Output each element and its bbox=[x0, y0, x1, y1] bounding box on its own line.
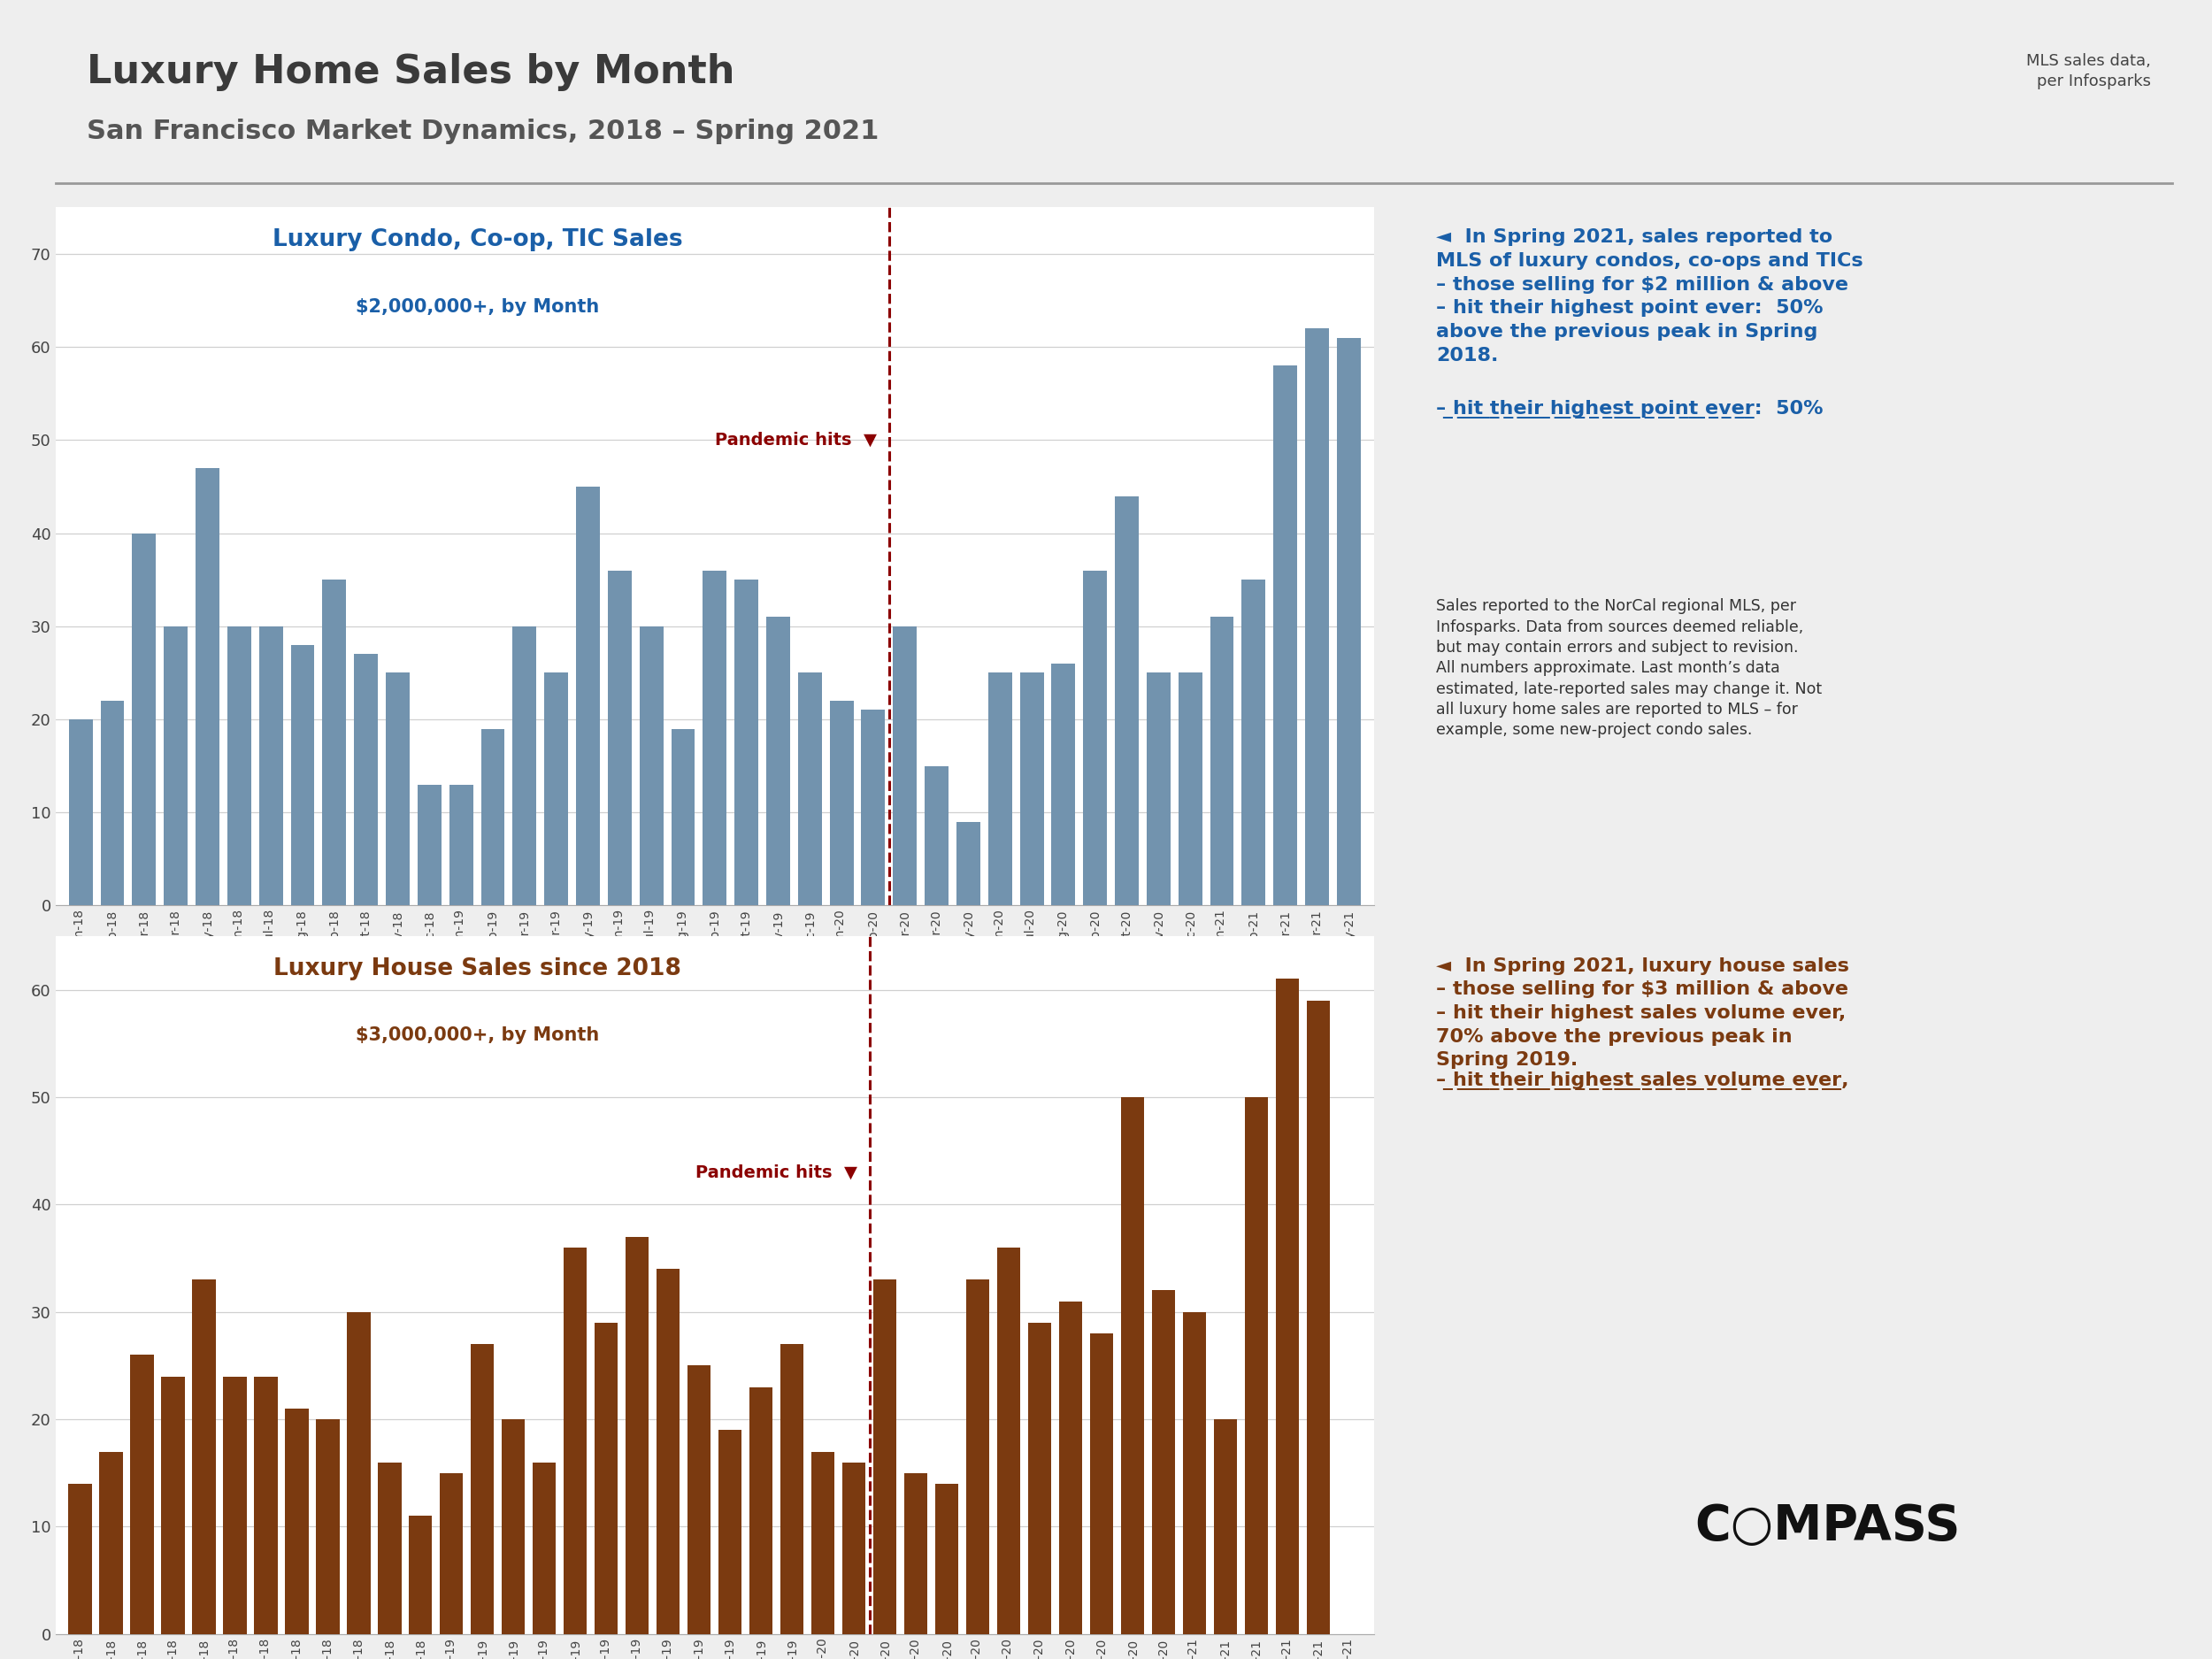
Bar bbox=[1020, 674, 1044, 906]
Text: Luxury Home Sales by Month: Luxury Home Sales by Month bbox=[86, 53, 734, 91]
Bar bbox=[409, 1516, 431, 1634]
Bar bbox=[228, 625, 252, 906]
Bar bbox=[608, 571, 630, 906]
Bar bbox=[100, 700, 124, 906]
Bar bbox=[131, 1355, 153, 1634]
Bar bbox=[1152, 1291, 1175, 1634]
Bar bbox=[734, 579, 759, 906]
Bar bbox=[164, 625, 188, 906]
Bar bbox=[956, 821, 980, 906]
Text: Luxury Condo, Co-op, TIC Sales: Luxury Condo, Co-op, TIC Sales bbox=[272, 229, 684, 252]
Bar bbox=[69, 720, 93, 906]
Bar bbox=[998, 1248, 1020, 1634]
Bar bbox=[513, 625, 535, 906]
Bar bbox=[967, 1279, 989, 1634]
Bar bbox=[626, 1236, 648, 1634]
Bar bbox=[989, 674, 1011, 906]
Bar bbox=[1115, 496, 1139, 906]
Bar bbox=[812, 1452, 834, 1634]
Bar bbox=[1146, 674, 1170, 906]
Bar bbox=[195, 468, 219, 906]
Bar bbox=[290, 645, 314, 906]
Text: MLS sales data,
per Infosparks: MLS sales data, per Infosparks bbox=[2026, 53, 2150, 90]
Bar bbox=[843, 1462, 865, 1634]
Bar bbox=[874, 1279, 896, 1634]
Bar bbox=[378, 1462, 400, 1634]
Bar bbox=[1060, 1301, 1082, 1634]
Bar bbox=[1121, 1097, 1144, 1634]
Bar bbox=[161, 1377, 184, 1634]
Bar bbox=[830, 700, 854, 906]
Bar bbox=[719, 1430, 741, 1634]
Bar bbox=[670, 728, 695, 906]
Bar bbox=[639, 625, 664, 906]
Bar bbox=[1276, 979, 1298, 1634]
Bar bbox=[575, 486, 599, 906]
Bar bbox=[688, 1365, 710, 1634]
Bar bbox=[1210, 617, 1234, 906]
Bar bbox=[347, 1312, 369, 1634]
Bar bbox=[1274, 365, 1296, 906]
Bar bbox=[657, 1269, 679, 1634]
Bar bbox=[1241, 579, 1265, 906]
Bar bbox=[905, 1473, 927, 1634]
Bar bbox=[703, 571, 726, 906]
Text: ◄  In Spring 2021, luxury house sales
– those selling for $3 million & above
– h: ◄ In Spring 2021, luxury house sales – t… bbox=[1436, 957, 1849, 1070]
Bar bbox=[100, 1452, 122, 1634]
Bar bbox=[385, 674, 409, 906]
Bar bbox=[316, 1420, 338, 1634]
Text: Pandemic hits  ▼: Pandemic hits ▼ bbox=[695, 1165, 856, 1181]
Bar bbox=[1245, 1097, 1267, 1634]
Text: C○MPASS: C○MPASS bbox=[1694, 1503, 1960, 1551]
Bar bbox=[418, 785, 440, 906]
Bar bbox=[564, 1248, 586, 1634]
Bar bbox=[502, 1420, 524, 1634]
Bar bbox=[750, 1387, 772, 1634]
Bar bbox=[449, 785, 473, 906]
Bar bbox=[894, 625, 916, 906]
Bar bbox=[192, 1279, 215, 1634]
Bar bbox=[69, 1483, 91, 1634]
Bar bbox=[1214, 1420, 1237, 1634]
Bar bbox=[254, 1377, 276, 1634]
Bar bbox=[259, 625, 283, 906]
Text: ◄  In Spring 2021, sales reported to
MLS of luxury condos, co-ops and TICs
– tho: ◄ In Spring 2021, sales reported to MLS … bbox=[1436, 229, 1863, 365]
Bar bbox=[533, 1462, 555, 1634]
Bar bbox=[285, 1408, 307, 1634]
Bar bbox=[223, 1377, 246, 1634]
Text: Luxury House Sales since 2018: Luxury House Sales since 2018 bbox=[274, 957, 681, 980]
Text: $3,000,000+, by Month: $3,000,000+, by Month bbox=[356, 1027, 599, 1045]
Text: – ̲h̲i̲t̲ ̲t̲h̲e̲i̲r̲ ̲h̲i̲g̲h̲e̲s̲t̲ ̲s̲a̲l̲e̲s̲ ̲v̲o̲l̲u̲m̲e̲ ̲e̲v̲e̲r̲,: – ̲h̲i̲t̲ ̲t̲h̲e̲i̲r̲ ̲h̲i̲g̲h̲e̲s̲t̲ ̲s… bbox=[1436, 1072, 1849, 1090]
Bar bbox=[860, 710, 885, 906]
Text: Pandemic hits  ▼: Pandemic hits ▼ bbox=[714, 431, 876, 448]
Bar bbox=[544, 674, 568, 906]
Bar bbox=[1084, 571, 1106, 906]
Bar bbox=[1307, 1000, 1329, 1634]
Bar bbox=[1336, 338, 1360, 906]
Bar bbox=[1091, 1334, 1113, 1634]
Bar bbox=[133, 533, 157, 906]
Bar bbox=[471, 1344, 493, 1634]
Bar bbox=[1305, 328, 1329, 906]
Bar bbox=[1183, 1312, 1206, 1634]
Bar bbox=[440, 1473, 462, 1634]
Bar bbox=[323, 579, 345, 906]
Bar bbox=[1029, 1322, 1051, 1634]
Bar bbox=[936, 1483, 958, 1634]
Bar bbox=[480, 728, 504, 906]
Bar bbox=[354, 654, 378, 906]
Bar bbox=[1179, 674, 1201, 906]
Bar bbox=[595, 1322, 617, 1634]
Bar bbox=[1051, 664, 1075, 906]
Bar bbox=[781, 1344, 803, 1634]
Bar bbox=[925, 766, 949, 906]
Text: San Francisco Market Dynamics, 2018 – Spring 2021: San Francisco Market Dynamics, 2018 – Sp… bbox=[86, 118, 880, 144]
Bar bbox=[765, 617, 790, 906]
Text: $2,000,000+, by Month: $2,000,000+, by Month bbox=[356, 299, 599, 315]
Bar bbox=[799, 674, 821, 906]
Text: – ̲h̲i̲t̲ ̲t̲h̲e̲i̲r̲ ̲h̲i̲g̲h̲e̲s̲t̲ ̲p̲o̲i̲n̲t̲ ̲e̲v̲e̲r̲:  50%: – ̲h̲i̲t̲ ̲t̲h̲e̲i̲r̲ ̲h̲i̲g̲h̲e̲s̲t̲ ̲p… bbox=[1436, 400, 1823, 418]
Text: Sales reported to the NorCal regional MLS, per
Infosparks. Data from sources dee: Sales reported to the NorCal regional ML… bbox=[1436, 599, 1823, 738]
